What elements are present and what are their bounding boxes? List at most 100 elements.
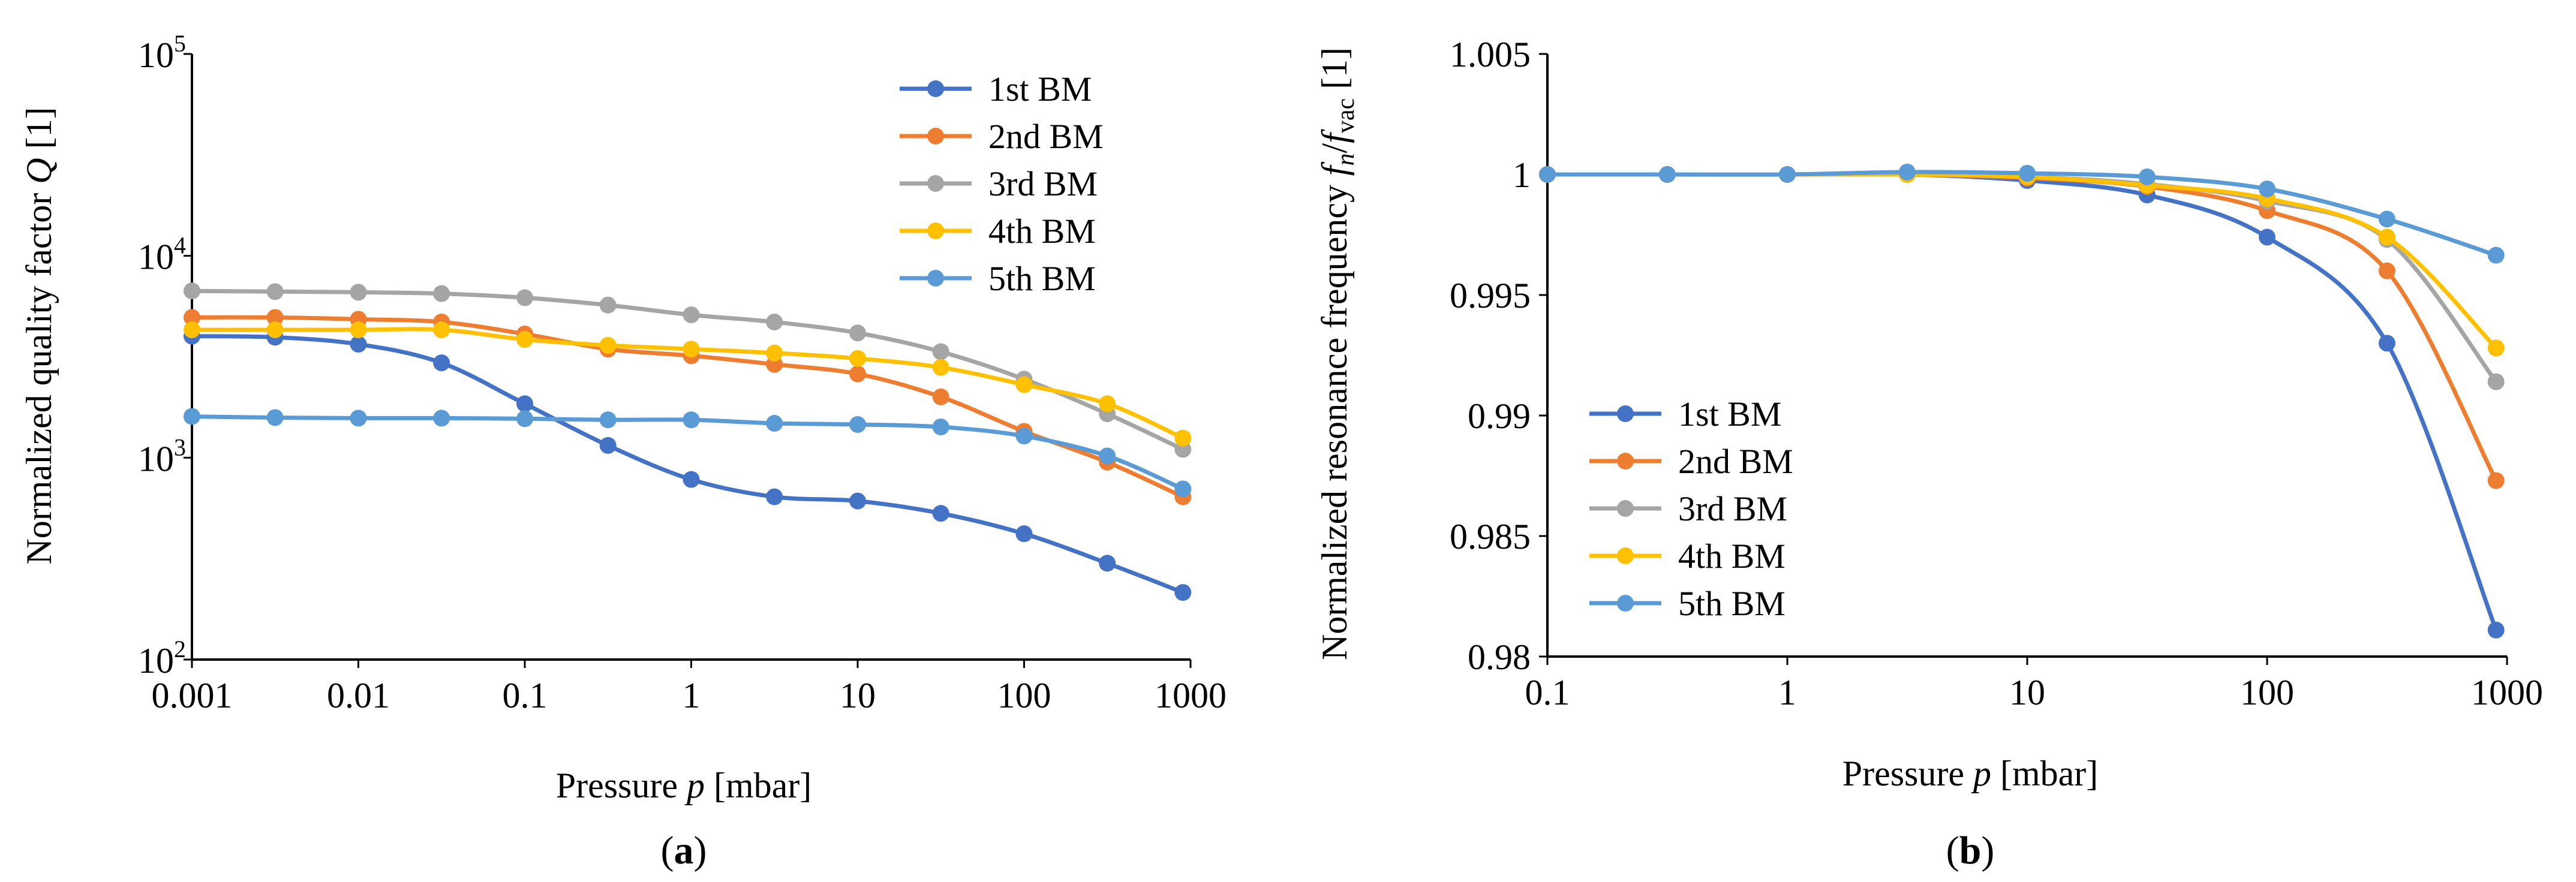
legend-item: 5th BM (1589, 584, 1786, 623)
legend-label: 3rd BM (988, 164, 1098, 203)
panel-a-series-1 (184, 327, 1192, 601)
panel-b-series-line (1545, 172, 2499, 350)
panel-a-data-point (266, 283, 284, 300)
panel-b-series-2 (1539, 166, 2505, 489)
panel-a-data-point (266, 409, 284, 426)
legend-marker (927, 270, 944, 287)
panel-b-data-point (2138, 168, 2156, 186)
legend-marker (1617, 405, 1634, 422)
legend-label: 4th BM (988, 212, 1096, 251)
legend-marker (927, 128, 944, 145)
panel-a-data-point (1174, 480, 1192, 498)
panel-b-y-tick-label: 1 (1513, 155, 1531, 195)
panel-a-data-point (433, 410, 450, 427)
legend-marker (1617, 453, 1634, 469)
panel-a-y-tick-label: 105 (138, 30, 186, 75)
panel-b-caption: (b) (1946, 829, 1995, 872)
panel-a-data-point (184, 282, 200, 300)
panel-a-series-3 (184, 282, 1192, 458)
panel-a-data-point (849, 324, 866, 342)
panel-b-x-tick-label: 100 (2240, 673, 2294, 712)
panel-a-data-point (599, 337, 617, 354)
panel-a-data-point (849, 416, 866, 434)
panel-b-x-axis-label: Pressure p [mbar] (1842, 754, 2099, 793)
panel-a-data-point (766, 415, 783, 432)
panel-b-data-point (2378, 262, 2395, 279)
legend-item: 2nd BM (900, 117, 1104, 156)
panel-a-data-point (184, 309, 200, 326)
panel-a-x-axis-label: Pressure p [mbar] (556, 766, 812, 805)
panel-a-data-point (932, 359, 949, 376)
panel-b-data-point (2487, 621, 2505, 639)
panel-b-data-point (2487, 472, 2505, 489)
panel-a-quality-factor-chart: Normalized quality factor Q [1] Pressure… (19, 30, 1227, 872)
panel-a-x-tick-label: 0.1 (503, 676, 548, 715)
panel-a-data-point (516, 289, 533, 306)
panel-a-data-point (184, 321, 200, 339)
legend-item: 3rd BM (1589, 489, 1787, 528)
panel-a-data-point (683, 411, 700, 429)
legend-label: 2nd BM (1678, 442, 1793, 481)
panel-a-data-point (1015, 525, 1033, 543)
panel-b-y-tick-label: 0.995 (1450, 276, 1531, 315)
panel-a-series-line (190, 334, 1185, 595)
panel-a-data-point (266, 309, 284, 326)
panel-a-y-tick-label: 103 (138, 434, 186, 478)
panel-a-data-point (849, 365, 866, 383)
panel-a-data-point (516, 410, 533, 428)
panel-a-data-point (184, 408, 200, 425)
panel-a-legend: 1st BM 2nd BM 3rd BM 4th BM 5th BM (900, 70, 1104, 298)
panel-b-series-line (1545, 172, 2499, 384)
panel-a-data-point (932, 343, 949, 360)
legend-marker (927, 80, 944, 97)
panel-b-y-tick-label: 0.98 (1468, 637, 1531, 677)
panel-a-data-point (599, 437, 617, 454)
panel-b-data-point (2487, 373, 2505, 390)
panel-b-y-axis-label: Normalized resonance frequency fn/fvac [… (1315, 47, 1360, 660)
panel-a-data-point (1015, 376, 1033, 393)
panel-a-data-point (849, 350, 866, 367)
panel-b-data-point (2378, 228, 2395, 246)
panel-a-data-point (1174, 429, 1192, 447)
panel-b-data-point (2378, 210, 2395, 228)
panel-a-data-point (599, 296, 617, 314)
panel-a-data-point (683, 341, 700, 358)
panel-b-data-point (2378, 335, 2395, 352)
panel-a-data-point (1015, 428, 1033, 445)
panel-b-x-tick-label: 1 (1778, 673, 1796, 712)
panel-b-data-point (2487, 246, 2505, 264)
panel-a-x-tick-label: 1 (683, 676, 701, 715)
legend-marker (927, 222, 944, 239)
panel-a-data-point (350, 321, 367, 339)
legend-marker (1617, 500, 1634, 517)
panel-b-x-tick-label: 10 (2009, 673, 2045, 712)
panel-b-data-point (2487, 339, 2505, 357)
panel-b-data-point (2259, 228, 2276, 246)
panel-a-data-point (1099, 447, 1116, 465)
legend-item: 5th BM (900, 259, 1096, 298)
legend-label: 5th BM (1678, 584, 1786, 623)
panel-a-data-point (683, 306, 700, 324)
legend-marker (927, 175, 944, 192)
panel-a-data-point (516, 395, 533, 413)
panel-a-caption: (a) (661, 829, 707, 872)
legend-label: 5th BM (988, 259, 1096, 298)
legend-marker (1617, 547, 1634, 564)
panel-a-x-tick-label: 1000 (1155, 676, 1227, 715)
panel-a-data-point (849, 492, 866, 510)
panel-a-series-5 (184, 408, 1192, 498)
panel-a-y-tick-label: 102 (138, 636, 186, 681)
panel-a-x-tick-label: 0.01 (327, 676, 390, 715)
panel-a-series-4 (184, 321, 1192, 447)
panel-a-data-point (350, 284, 367, 301)
panel-b-legend: 1st BM 2nd BM 3rd BM 4th BM 5th BM (1589, 395, 1793, 623)
panel-b-series-4 (1539, 166, 2505, 357)
panel-a-data-point (433, 321, 450, 339)
panel-a-data-point (516, 331, 533, 348)
legend-label: 2nd BM (988, 117, 1104, 156)
panel-b-x-tick-label: 0.1 (1525, 673, 1570, 712)
panel-a-data-point (266, 321, 284, 339)
panel-b-data-point (2019, 164, 2036, 182)
legend-label: 3rd BM (1678, 489, 1787, 528)
